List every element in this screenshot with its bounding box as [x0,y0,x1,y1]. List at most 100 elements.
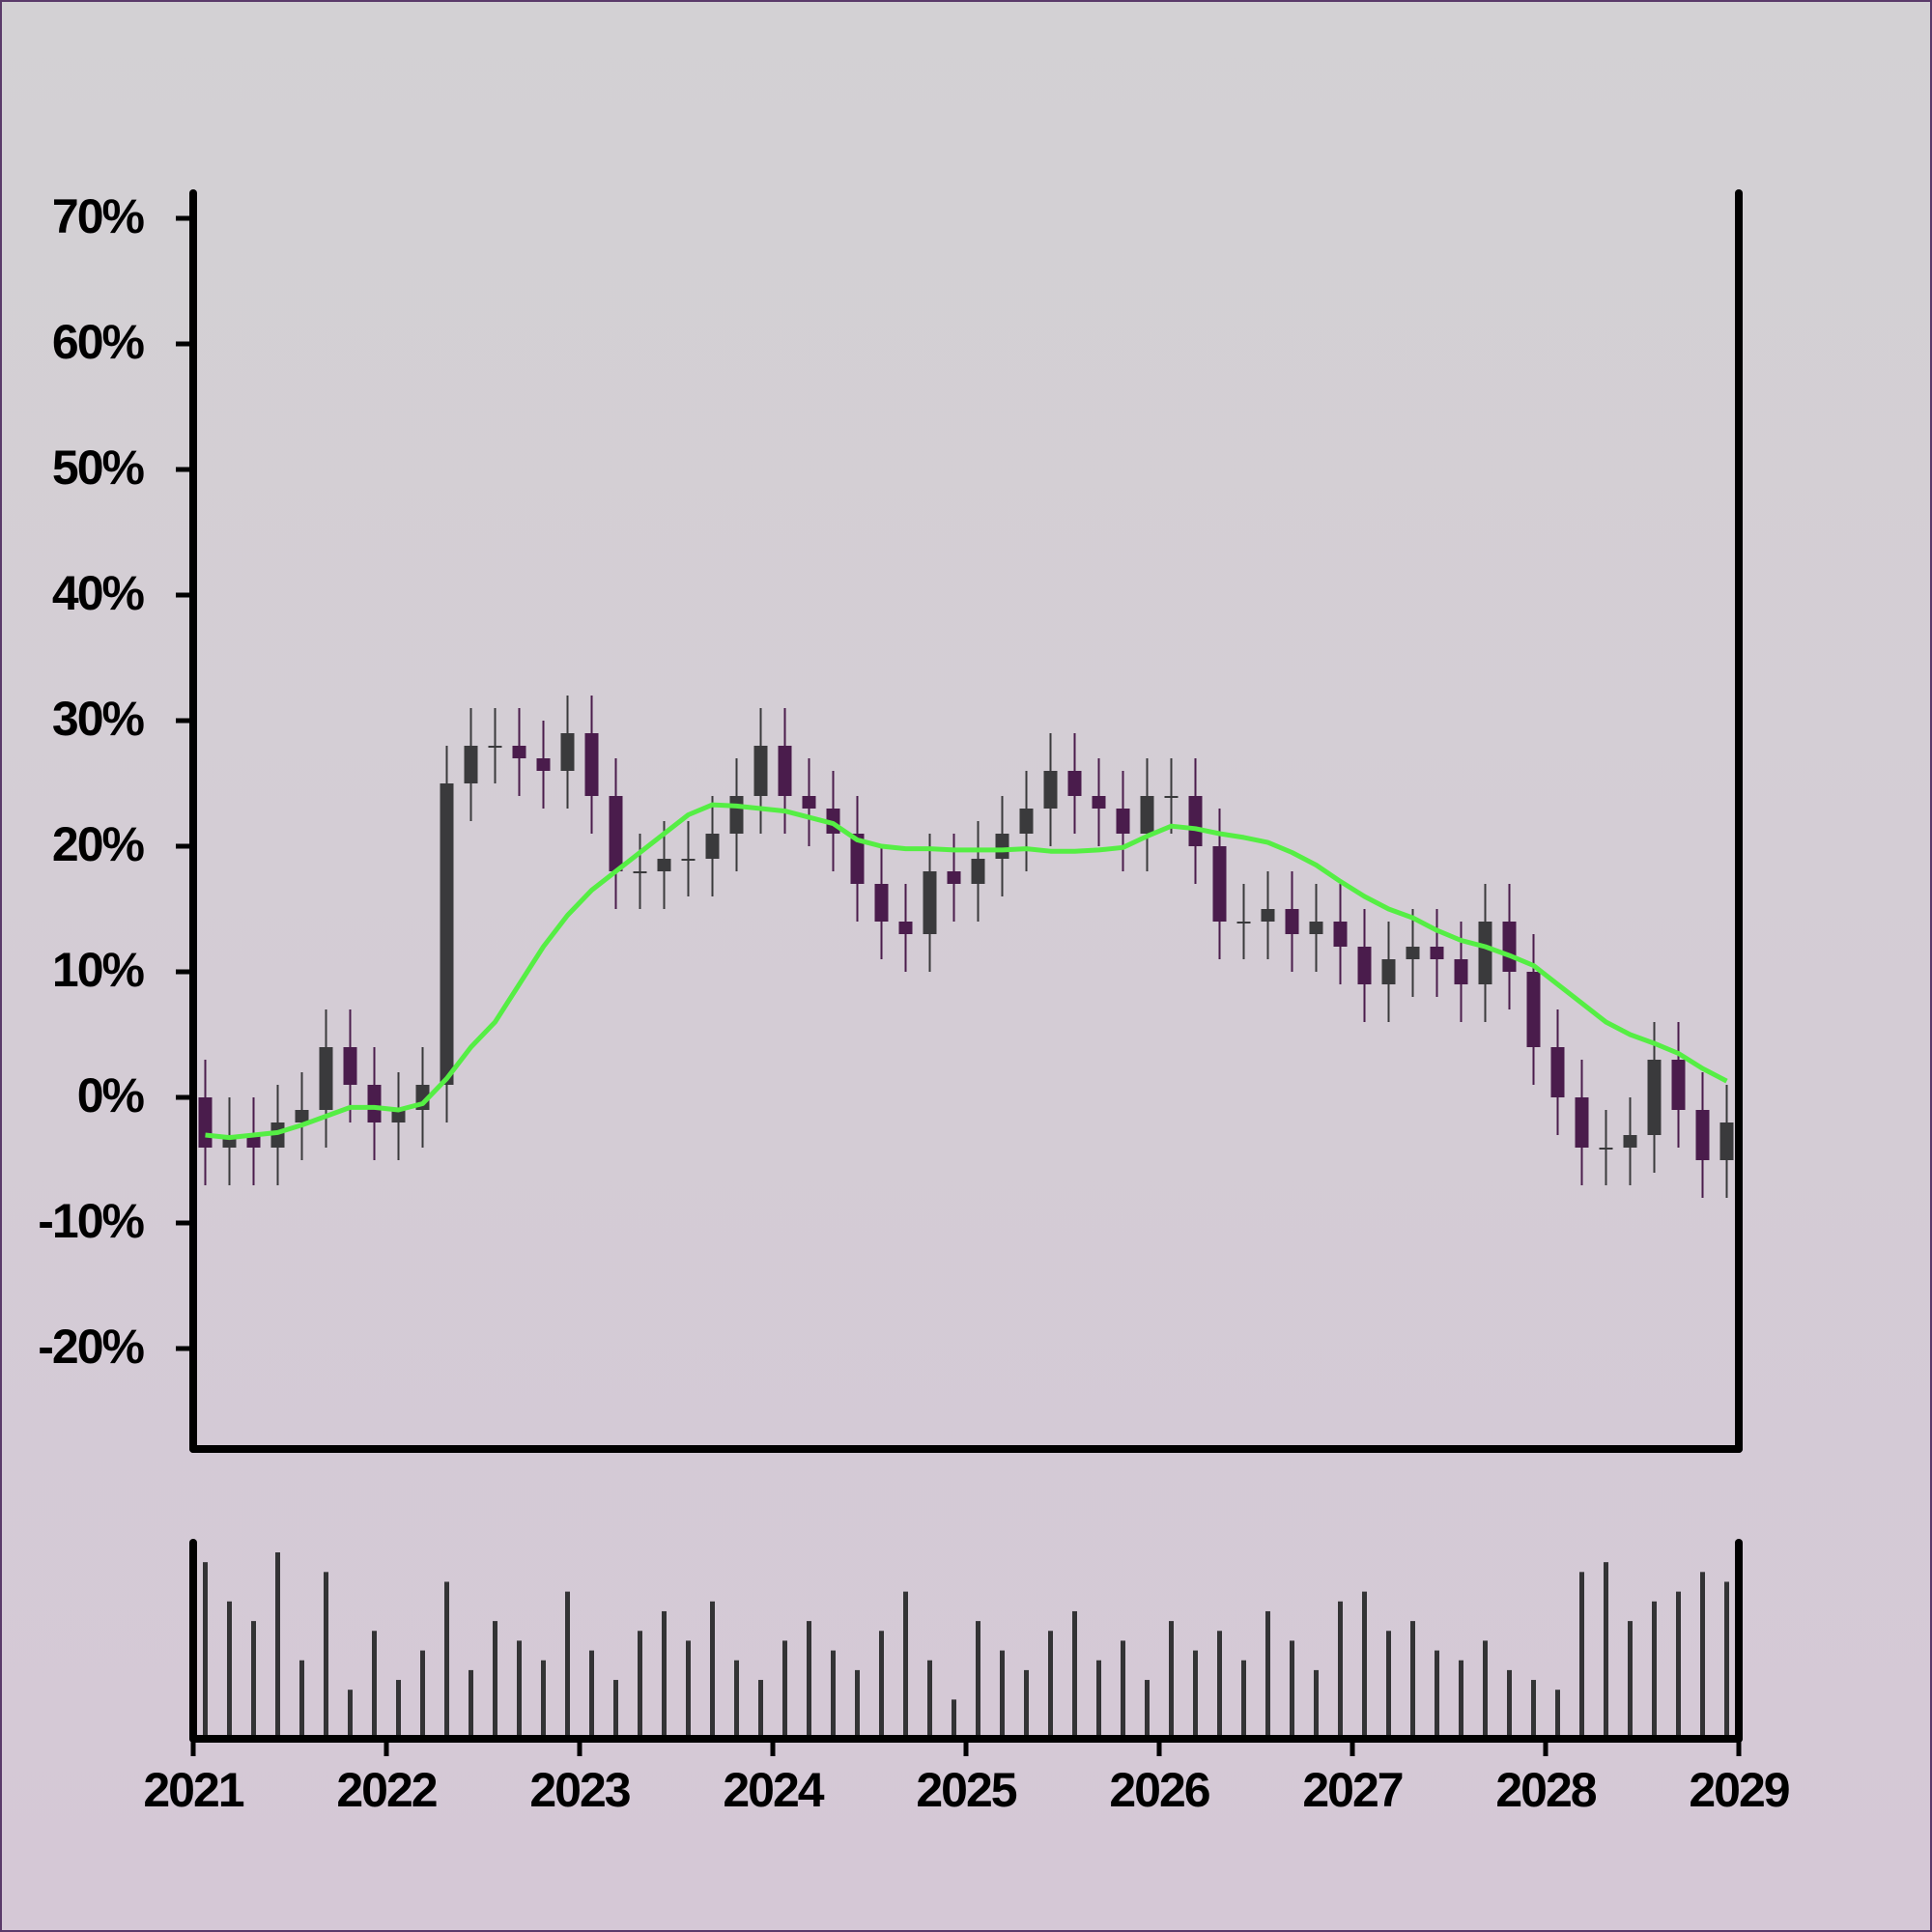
candle-body [1478,922,1492,984]
volume-bar [927,1660,932,1739]
candle-body [440,783,454,1085]
candle-body [295,1110,309,1122]
volume-bar [1096,1660,1101,1739]
volume-bar [203,1562,208,1739]
volume-bar [831,1650,836,1739]
volume-bar [782,1640,787,1739]
volume-bar [734,1660,739,1739]
candle-body [1261,909,1275,922]
volume-bar [807,1621,811,1739]
volume-bar [1241,1660,1246,1739]
candle-body [1188,796,1203,846]
candle-body [1357,947,1372,984]
candle-body [1671,1060,1686,1110]
candle-body [1623,1135,1637,1148]
candle-body [1212,846,1227,922]
volume-bar [1338,1601,1343,1739]
volume-bar [613,1680,618,1739]
moving-average-line [205,802,1728,1141]
volume-bar [1724,1581,1729,1739]
candle-body [778,746,792,796]
volume-bar [1555,1690,1560,1739]
volume-bar [1048,1631,1053,1739]
volume-bar [855,1669,860,1739]
y-tick-label: 50% [52,440,145,495]
volume-bar [1314,1669,1319,1739]
candle-body [850,834,865,884]
volume-bar [1459,1660,1463,1739]
volume-bar [1410,1621,1415,1739]
volume-bar [1435,1650,1439,1739]
volume-bar [1579,1572,1584,1739]
candle-body [464,746,478,783]
x-tick-label: 2027 [1302,1763,1402,1817]
volume-bar [1265,1610,1270,1739]
volume-bar [1531,1680,1536,1739]
candle-body [947,871,961,884]
candle-body [802,796,816,809]
volume-bar [1362,1591,1367,1739]
candle-body [1550,1047,1565,1097]
volume-bar [1628,1621,1633,1739]
candle-body [319,1047,333,1110]
x-tick-label: 2025 [916,1763,1016,1817]
candle-body [536,758,551,771]
candle-body [1430,947,1444,959]
volume-bar [976,1621,980,1739]
volume-bar [541,1660,546,1739]
volume-bar [758,1680,763,1739]
candle-body [971,859,985,884]
candle-body [488,746,502,748]
x-tick-label: 2029 [1689,1763,1788,1817]
y-tick-label: 30% [52,692,145,746]
y-tick-label: -10% [38,1194,144,1248]
volume-bar [517,1640,522,1739]
volume-bar [469,1669,473,1739]
candle-body [995,834,1009,859]
x-tick-label: 2023 [529,1763,629,1817]
volume-bar [1193,1650,1198,1739]
volume-bar [1121,1640,1125,1739]
volume-bar [348,1690,353,1739]
plot-area [198,696,1734,1739]
y-tick-label: -20% [38,1320,144,1374]
candle-body [1719,1122,1734,1160]
candle-body [270,1122,285,1148]
volume-bar [227,1601,232,1739]
candle-body [874,884,889,922]
candle-body [1502,922,1517,972]
volume-bar [493,1621,497,1739]
volume-bar [372,1631,377,1739]
candle-body [1647,1060,1662,1135]
volume-bar [1290,1640,1294,1739]
candle-body [1575,1097,1589,1148]
candle-body [198,1097,213,1148]
y-tick-label: 0% [77,1068,145,1122]
volume-bar [420,1650,425,1739]
candle-body [1067,771,1082,796]
candle-body [681,859,696,861]
candle-body [1695,1110,1710,1160]
candle-body [898,922,913,934]
volume-bar [879,1631,884,1739]
candle-body [1116,809,1130,834]
candle-body [923,871,937,934]
volume-bar [1169,1621,1174,1739]
volume-bar [1700,1572,1705,1739]
candle-body [1599,1148,1613,1150]
candle-body [1309,922,1323,934]
candle-body [609,796,623,871]
volume-bar [589,1650,594,1739]
candle-body [1454,959,1468,984]
candle-body [1285,909,1299,934]
volume-bar [1676,1591,1681,1739]
volume-bar [565,1591,570,1739]
candle-body [1140,796,1154,834]
volume-bar [1024,1669,1029,1739]
candle-body [1092,796,1106,809]
candle-body [246,1135,261,1148]
volume-bar [686,1640,691,1739]
candle-body [729,796,744,834]
volume-bar [299,1660,304,1739]
